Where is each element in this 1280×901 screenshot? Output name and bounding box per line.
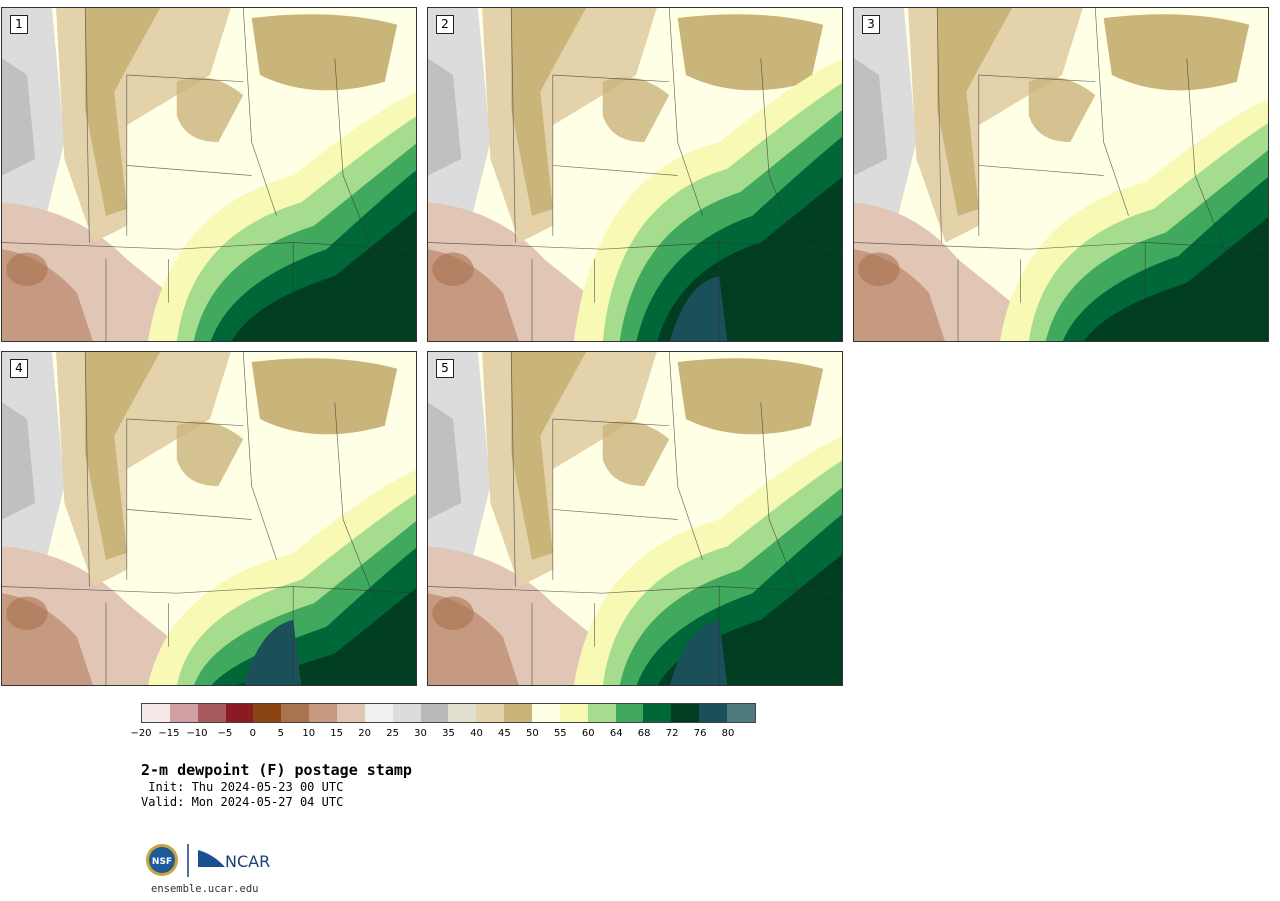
colorbar-swatch — [364, 704, 393, 722]
dewpoint-map — [2, 8, 416, 341]
colorbar-tick-label: 0 — [249, 728, 256, 739]
map-panel: 2 — [427, 7, 843, 342]
ncar-logo-icon: NCAR — [198, 850, 270, 871]
dewpoint-map — [854, 8, 1268, 341]
colorbar-tick-label: 25 — [386, 728, 399, 739]
colorbar-swatch — [699, 704, 728, 722]
colorbar-swatch — [476, 704, 505, 722]
website-url: ensemble.ucar.edu — [151, 883, 259, 895]
colorbar-swatch — [197, 704, 226, 722]
colorbar-tick-label: 15 — [330, 728, 344, 739]
colorbar-swatch — [727, 704, 755, 722]
panel-number-label: 1 — [10, 15, 28, 34]
colorbar-ticks: −20 −15 −10 −5 0 5 10 15 20 25 30 35 40 45 50 55 60 64 68 7… — [130, 728, 756, 742]
colorbar-tick-label: 64 — [609, 728, 623, 739]
colorbar-swatch — [532, 704, 560, 722]
colorbar-tick-label: 72 — [665, 728, 679, 739]
colorbar-tick-label: 20 — [358, 728, 371, 739]
ncar-logo-text: NCAR — [225, 852, 270, 871]
colorbar-swatch — [337, 704, 365, 722]
map-panel: 1 — [1, 7, 417, 342]
colorbar-swatch — [671, 704, 700, 722]
colorbar-swatch — [392, 704, 421, 722]
init-time: Init: Thu 2024-05-23 00 UTC — [141, 780, 344, 794]
nsf-logo-text: NSF — [152, 857, 172, 867]
colorbar-tick-label: 10 — [302, 728, 316, 739]
colorbar-swatch — [643, 704, 672, 722]
dewpoint-map — [428, 352, 842, 685]
dewpoint-map — [2, 352, 416, 685]
colorbar-tick-label: −15 — [158, 728, 180, 739]
map-panel: 3 — [853, 7, 1269, 342]
colorbar-swatch — [142, 704, 170, 722]
colorbar-swatch — [448, 704, 477, 722]
colorbar-swatch — [504, 704, 533, 722]
valid-time: Valid: Mon 2024-05-27 04 UTC — [141, 795, 344, 809]
colorbar-tick-label: 30 — [414, 728, 427, 739]
colorbar-swatch — [281, 704, 310, 722]
colorbar-tick-label: −5 — [217, 728, 233, 739]
colorbar-tick-label: 40 — [470, 728, 483, 739]
colorbar-swatch — [559, 704, 588, 722]
colorbar-swatch — [309, 704, 338, 722]
colorbar-swatch — [169, 704, 198, 722]
colorbar-tick-label: 45 — [498, 728, 511, 739]
panel-number-label: 5 — [436, 359, 454, 378]
colorbar-tick-label: 76 — [693, 728, 707, 739]
colorbar-swatch — [253, 704, 282, 722]
figure-title: 2-m dewpoint (F) postage stamp — [141, 761, 412, 779]
dewpoint-map — [428, 8, 842, 341]
colorbar-tick-label: 80 — [721, 728, 735, 739]
nsf-logo-icon: NSF — [146, 844, 178, 876]
logos: NSF NCAR — [146, 844, 270, 877]
colorbar-tick-label: −10 — [186, 728, 208, 739]
colorbar-tick-label: −20 — [130, 728, 152, 739]
colorbar-tick-label: 55 — [553, 728, 567, 739]
colorbar — [141, 703, 756, 723]
colorbar-tick-label: 68 — [637, 728, 651, 739]
colorbar-swatch — [587, 704, 616, 722]
colorbar-tick-label: 35 — [442, 728, 455, 739]
colorbar-tick-label: 60 — [581, 728, 595, 739]
colorbar-swatch — [420, 704, 449, 722]
map-panel: 5 — [427, 351, 843, 686]
panel-number-label: 4 — [10, 359, 28, 378]
panel-number-label: 2 — [436, 15, 454, 34]
colorbar-tick-label: 50 — [525, 728, 539, 739]
colorbar-swatch — [225, 704, 254, 722]
colorbar-tick-label: 5 — [277, 728, 284, 739]
colorbar-swatch — [615, 704, 644, 722]
map-panel: 4 — [1, 351, 417, 686]
panel-number-label: 3 — [862, 15, 880, 34]
